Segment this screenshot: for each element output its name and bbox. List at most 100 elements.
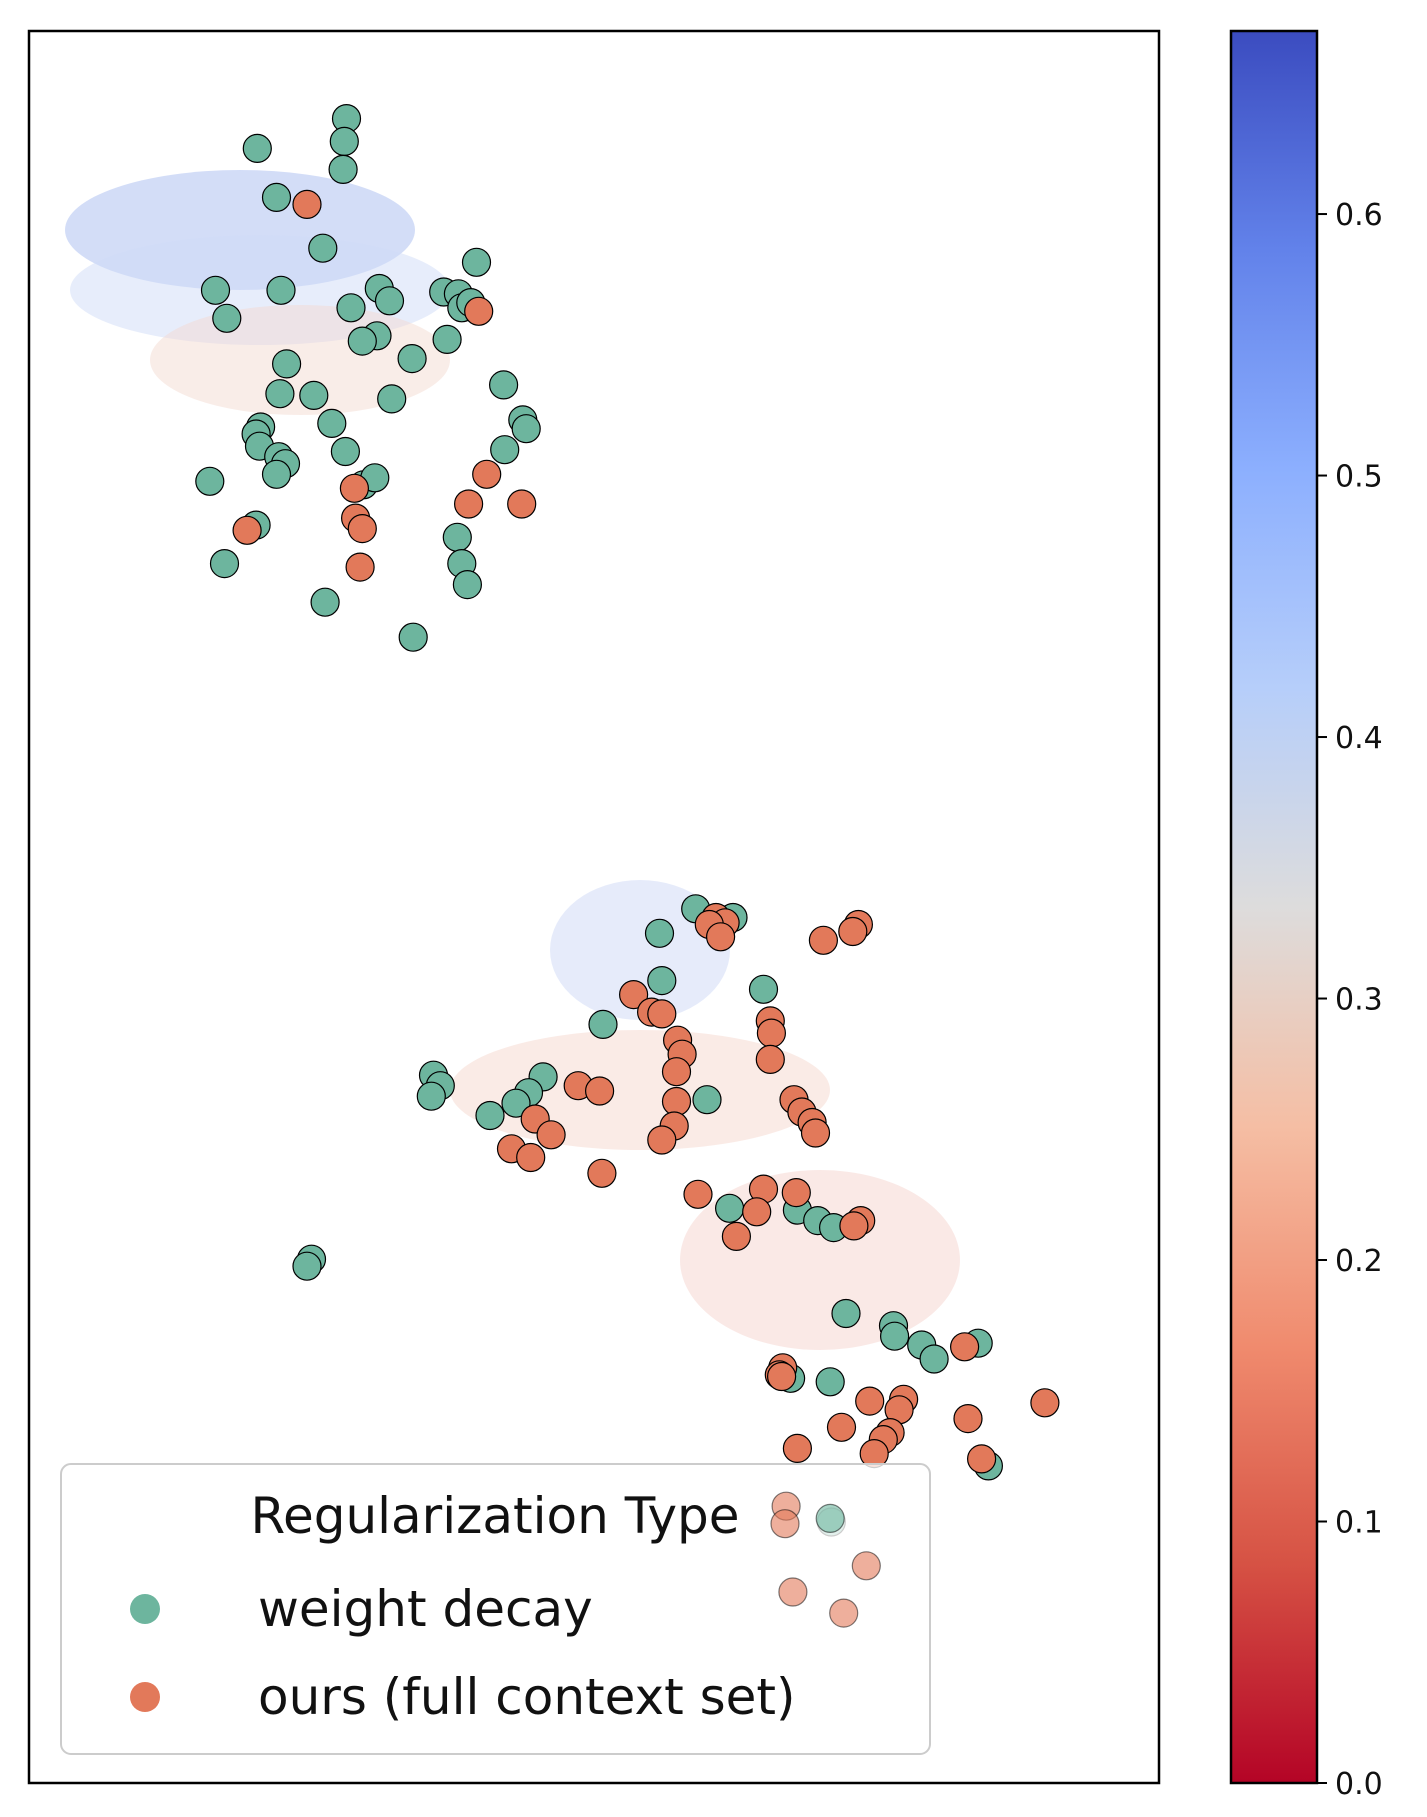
ours-point-1-51 <box>855 1386 885 1416</box>
ours-point-1-24 <box>755 1044 785 1075</box>
weight-decay-point-0-16 <box>212 303 242 333</box>
weight-decay-point-2-3 <box>778 1577 808 1607</box>
ours-point-1-17 <box>618 979 649 1010</box>
weight-decay-point-0-20 <box>397 344 427 374</box>
weight-decay-point-0-33 <box>330 436 360 467</box>
weight-decay-point-0-52 <box>588 1009 618 1040</box>
weight-decay-point-0-5 <box>308 233 338 263</box>
weight-decay-point-0-23 <box>265 379 295 409</box>
weight-decay-point-0-11 <box>374 286 405 316</box>
weight-decay-point-0-69 <box>879 1321 910 1351</box>
plot-frame <box>27 29 1161 1785</box>
weight-decay-point-2-4 <box>829 1598 859 1628</box>
ours-point-1-29 <box>661 1086 692 1117</box>
ours-point-1-7 <box>347 513 377 544</box>
legend-label-ours: ours (full context set) <box>258 1668 796 1726</box>
weight-decay-point-0-30 <box>317 408 347 438</box>
ours-point-1-9 <box>345 552 375 582</box>
ours-point-1-0 <box>292 189 322 219</box>
weight-decay-point-0-4 <box>261 182 292 212</box>
ours-point-1-5 <box>507 489 537 519</box>
colorbar-tick-label: 0.3 <box>1335 983 1383 1018</box>
weight-decay-point-0-37 <box>195 466 225 496</box>
weight-decay-point-2-1 <box>770 1509 800 1539</box>
weight-decay-point-0-44 <box>452 569 482 600</box>
ours-point-1-50 <box>766 1361 797 1392</box>
ours-point-3-0 <box>815 1503 845 1534</box>
weight-decay-point-0-25 <box>377 384 407 414</box>
weight-decay-point-0-27 <box>511 414 541 444</box>
weight-decay-point-0-45 <box>310 587 340 617</box>
weight-decay-point-0-2 <box>242 133 272 163</box>
weight-decay-point-0-50 <box>647 965 677 996</box>
weight-decay-point-0-36 <box>261 459 292 489</box>
weight-decay-point-0-56 <box>416 1081 446 1111</box>
legend-marker-ours <box>130 1682 160 1712</box>
ours-point-1-39 <box>587 1158 617 1188</box>
weight-decay-point-0-1 <box>329 126 359 156</box>
weight-decay-point-0-49 <box>644 918 675 948</box>
ours-point-1-56 <box>826 1412 857 1442</box>
scatter-points <box>195 103 1060 1537</box>
ours-point-1-43 <box>742 1197 772 1227</box>
ours-point-1-38 <box>516 1142 546 1173</box>
legend-label-weight-decay: weight decay <box>258 1580 593 1638</box>
ours-point-1-35 <box>536 1120 566 1150</box>
weight-decay-point-0-18 <box>347 326 377 356</box>
weight-decay-point-0-22 <box>489 370 519 400</box>
faded-points <box>770 1491 881 1628</box>
ours-point-1-25 <box>661 1057 692 1087</box>
ours-point-1-59 <box>782 1433 813 1464</box>
colorbar-tick-label: 0.0 <box>1335 1767 1383 1802</box>
weight-decay-point-0-60 <box>475 1100 505 1131</box>
colorbar-tick-label: 0.1 <box>1335 1506 1383 1541</box>
weight-decay-point-0-6 <box>461 247 492 277</box>
ours-point-1-19 <box>647 999 677 1029</box>
ours-point-1-45 <box>839 1211 869 1241</box>
legend-box <box>60 1463 931 1755</box>
ours-point-1-3 <box>339 473 369 503</box>
weight-decay-point-0-8 <box>266 275 296 305</box>
weight-decay-point-0-74 <box>815 1367 845 1397</box>
ours-point-1-46 <box>721 1221 752 1252</box>
ours-point-1-47 <box>949 1332 980 1362</box>
ours-point-1-40 <box>683 1179 713 1209</box>
weight-decay-point-0-32 <box>490 435 520 465</box>
colorbar-tick-label: 0.5 <box>1335 460 1383 495</box>
ours-point-1-42 <box>781 1177 811 1208</box>
weight-decay-point-0-61 <box>714 1193 745 1223</box>
ours-point-1-34 <box>800 1118 831 1148</box>
weight-decay-point-0-71 <box>919 1344 949 1374</box>
weight-decay-point-0-24 <box>299 380 329 410</box>
weight-decay-point-0-51 <box>748 974 779 1004</box>
legend: Regularization Type weight decay ours (f… <box>60 1463 931 1755</box>
ours-point-1-61 <box>966 1444 997 1474</box>
ours-point-1-15 <box>705 922 736 952</box>
weight-decay-point-0-19 <box>432 324 462 354</box>
ours-point-1-1 <box>464 296 494 326</box>
colorbar-ticks: 0.0 0.1 0.2 0.3 0.4 0.5 0.6 <box>1317 198 1383 1802</box>
weight-decay-point-0-21 <box>272 349 302 379</box>
weight-decay-point-0-3 <box>328 154 358 184</box>
legend-marker-weight-decay <box>130 1594 160 1624</box>
ours-point-1-4 <box>454 489 484 519</box>
colorbar-tick-label: 0.4 <box>1335 721 1383 756</box>
ours-point-1-8 <box>232 515 262 545</box>
weight-decay-point-0-42 <box>209 548 240 579</box>
legend-title: Regularization Type <box>250 1487 739 1545</box>
weight-decay-point-0-7 <box>200 275 231 305</box>
weight-decay-point-0-59 <box>501 1088 531 1118</box>
ours-point-1-54 <box>1030 1388 1060 1418</box>
weight-decay-point-0-67 <box>831 1298 861 1329</box>
weight-decay-point-0-66 <box>292 1251 322 1281</box>
weight-decay-point-2-2 <box>851 1551 881 1581</box>
colorbar-frame <box>1229 29 1319 1785</box>
weight-decay-point-0-46 <box>398 622 428 652</box>
ours-point-1-2 <box>472 459 502 489</box>
weight-decay-point-0-57 <box>692 1085 722 1115</box>
ours-point-1-27 <box>584 1076 615 1106</box>
ours-point-1-21 <box>756 1018 787 1048</box>
weight-decay-point-0-41 <box>442 522 472 552</box>
colorbar-tick-label: 0.2 <box>1335 1244 1383 1279</box>
